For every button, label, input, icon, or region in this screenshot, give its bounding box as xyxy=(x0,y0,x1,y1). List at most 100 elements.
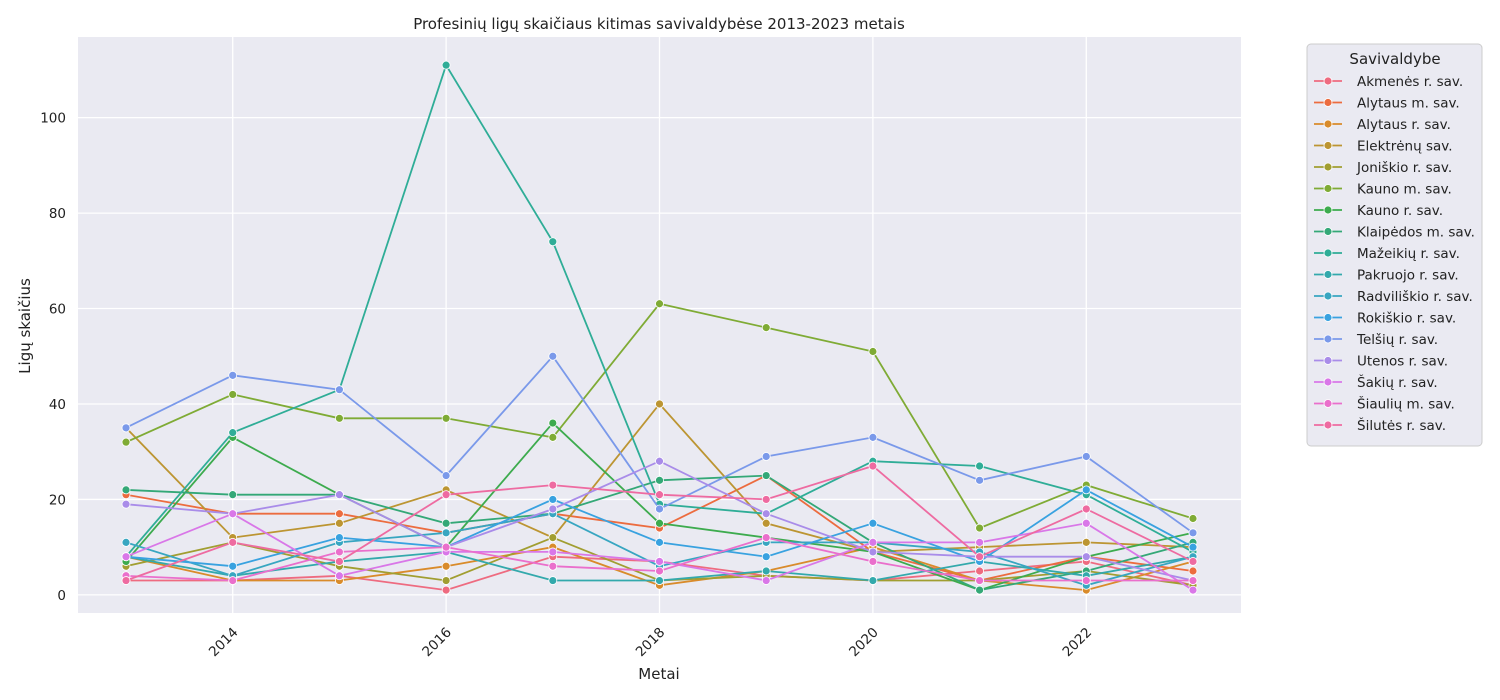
data-point xyxy=(655,490,664,500)
legend-item: Šakių r. sav. xyxy=(1314,373,1438,391)
data-point xyxy=(335,413,344,423)
data-point xyxy=(1081,485,1091,495)
y-tick-label: 0 xyxy=(57,588,66,604)
legend-item: Šiaulių m. sav. xyxy=(1314,395,1455,413)
data-point xyxy=(441,413,451,423)
data-point xyxy=(548,432,558,442)
data-point xyxy=(441,528,451,538)
legend-marker xyxy=(1323,270,1333,279)
data-point xyxy=(655,537,664,547)
series-lines xyxy=(121,60,1198,595)
legend-marker xyxy=(1323,291,1333,301)
data-point xyxy=(228,509,238,519)
legend-marker xyxy=(1323,205,1333,215)
legend-marker xyxy=(1323,334,1333,344)
legend-item: Elektrėnų sav. xyxy=(1314,139,1453,155)
data-point xyxy=(548,418,558,428)
legend-item: Joniškio r. sav. xyxy=(1314,160,1452,176)
data-point xyxy=(548,576,558,585)
data-point xyxy=(335,490,344,500)
data-point xyxy=(548,495,558,504)
data-point xyxy=(121,485,131,495)
data-point xyxy=(335,533,344,542)
data-point xyxy=(975,585,984,595)
legend-marker xyxy=(1323,76,1333,86)
legend-marker xyxy=(1323,227,1333,236)
legend-label: Šiaulių m. sav. xyxy=(1357,395,1455,413)
data-point xyxy=(1188,514,1198,523)
data-point xyxy=(335,547,344,557)
data-point xyxy=(441,542,451,552)
data-point xyxy=(868,557,878,566)
data-point xyxy=(975,461,984,471)
data-point xyxy=(655,504,664,514)
legend-label: Kauno m. sav. xyxy=(1357,182,1452,198)
data-point xyxy=(868,547,878,557)
data-point xyxy=(761,509,771,519)
data-point xyxy=(655,475,664,485)
data-point xyxy=(335,557,344,566)
legend-marker xyxy=(1323,184,1333,193)
data-point xyxy=(1081,537,1091,547)
data-point xyxy=(441,471,451,480)
y-axis-ticks: 0 20 40 60 80 100 xyxy=(40,111,66,604)
data-point xyxy=(761,495,771,504)
data-point xyxy=(441,576,451,585)
legend-item: Telšių r. sav. xyxy=(1314,332,1438,348)
legend-item: Pakruojo r. sav. xyxy=(1314,268,1459,284)
data-point xyxy=(548,480,558,490)
data-point xyxy=(975,523,984,533)
data-point xyxy=(121,437,131,447)
data-point xyxy=(228,390,238,399)
x-axis-ticks: 2014 2016 2018 2020 2022 xyxy=(206,625,1095,661)
data-point xyxy=(975,576,984,585)
legend-marker xyxy=(1323,313,1333,322)
y-tick-label: 100 xyxy=(40,111,66,127)
data-point xyxy=(761,576,771,585)
legend: Savivaldybe Akmenės r. sav. Alytaus m. sa… xyxy=(1306,43,1483,447)
data-point xyxy=(655,299,664,309)
legend-label: Šilutės r. sav. xyxy=(1357,416,1446,434)
legend-item: Mažeikių r. sav. xyxy=(1314,246,1460,262)
x-tick-label: 2016 xyxy=(419,625,455,661)
legend-item: Radviliškio r. sav. xyxy=(1314,289,1473,305)
data-point xyxy=(121,552,131,562)
x-tick-label: 2022 xyxy=(1060,625,1096,661)
data-point xyxy=(1188,576,1198,585)
series xyxy=(121,461,1198,585)
legend-item: Šilutės r. sav. xyxy=(1314,416,1446,434)
data-point xyxy=(1081,504,1091,514)
legend-label: Akmenės r. sav. xyxy=(1357,74,1463,90)
data-point xyxy=(761,452,771,461)
data-point xyxy=(761,471,771,480)
data-point xyxy=(335,571,344,581)
legend-box xyxy=(1306,43,1483,447)
data-point xyxy=(655,399,664,409)
legend-marker xyxy=(1323,141,1333,150)
series xyxy=(121,351,1198,538)
legend-title: Savivaldybe xyxy=(1349,50,1440,68)
data-point xyxy=(655,557,664,566)
legend-item: Akmenės r. sav. xyxy=(1314,74,1463,90)
legend-item: Rokiškio r. sav. xyxy=(1314,311,1456,327)
legend-marker xyxy=(1323,399,1333,408)
data-point xyxy=(228,490,238,500)
y-tick-label: 60 xyxy=(49,302,66,318)
data-point xyxy=(548,351,558,361)
legend-label: Telšių r. sav. xyxy=(1356,332,1438,348)
legend-item: Klaipėdos m. sav. xyxy=(1314,225,1475,241)
y-tick-label: 40 xyxy=(49,397,66,413)
data-point xyxy=(868,576,878,585)
data-point xyxy=(655,576,664,585)
data-point xyxy=(975,537,984,547)
data-point xyxy=(548,504,558,514)
legend-label: Rokiškio r. sav. xyxy=(1357,311,1456,327)
data-point xyxy=(548,533,558,542)
data-point xyxy=(1081,576,1091,585)
data-point xyxy=(121,423,131,433)
legend-marker xyxy=(1323,420,1333,430)
x-tick-label: 2014 xyxy=(206,625,242,661)
data-point xyxy=(975,566,984,576)
data-point xyxy=(121,537,131,547)
y-tick-label: 80 xyxy=(49,206,66,222)
